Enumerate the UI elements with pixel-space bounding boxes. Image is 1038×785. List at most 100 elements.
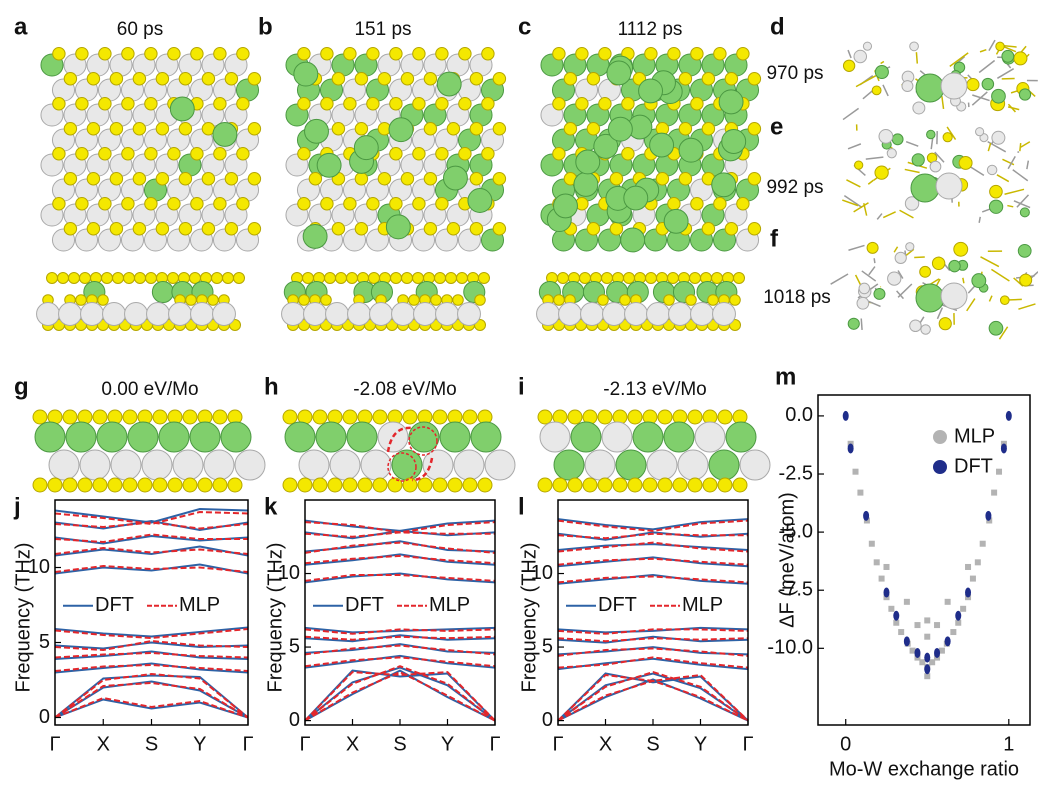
atom bbox=[344, 48, 356, 60]
atom bbox=[386, 215, 410, 239]
atom bbox=[424, 223, 436, 235]
atom bbox=[304, 303, 327, 326]
atom bbox=[943, 133, 952, 142]
atom bbox=[202, 73, 214, 85]
atom bbox=[658, 410, 672, 424]
atom bbox=[110, 173, 122, 185]
atom bbox=[138, 478, 152, 492]
atom bbox=[613, 478, 627, 492]
atom bbox=[848, 318, 859, 329]
atom bbox=[895, 252, 906, 263]
atom bbox=[479, 273, 490, 284]
atom bbox=[183, 410, 197, 424]
atom bbox=[608, 117, 632, 141]
x-tick-label: S bbox=[145, 733, 158, 755]
legend-label: MLP bbox=[429, 594, 470, 616]
atom bbox=[722, 130, 746, 154]
atom bbox=[418, 478, 432, 492]
atom bbox=[859, 283, 870, 294]
atom bbox=[392, 303, 415, 326]
atom bbox=[913, 102, 925, 114]
atom bbox=[624, 186, 648, 210]
atom bbox=[122, 148, 134, 160]
y-tick-label: 0 bbox=[39, 706, 50, 728]
atom bbox=[98, 295, 109, 306]
atom bbox=[111, 450, 141, 480]
atom bbox=[1020, 274, 1032, 286]
atom bbox=[583, 478, 597, 492]
atom bbox=[989, 321, 1003, 335]
atom bbox=[145, 98, 157, 110]
atom bbox=[313, 410, 327, 424]
atom bbox=[191, 48, 203, 60]
y-tick-label: 5 bbox=[289, 635, 300, 657]
atom bbox=[581, 303, 604, 326]
atom bbox=[355, 223, 367, 235]
atom bbox=[370, 303, 393, 326]
panel-caption: -2.08 eV/Mo bbox=[353, 379, 457, 400]
x-axis-label: Mo-W exchange ratio bbox=[829, 758, 1019, 780]
atom bbox=[568, 478, 582, 492]
atom bbox=[168, 198, 180, 210]
atom bbox=[321, 98, 333, 110]
atom bbox=[967, 79, 979, 91]
atom bbox=[718, 410, 732, 424]
atom bbox=[748, 223, 760, 235]
atom bbox=[493, 123, 505, 135]
atom bbox=[453, 295, 464, 306]
atom bbox=[179, 123, 191, 135]
atom bbox=[156, 73, 168, 85]
atom bbox=[598, 478, 612, 492]
atom bbox=[691, 303, 714, 326]
atom bbox=[485, 450, 515, 480]
atom bbox=[647, 303, 670, 326]
atom bbox=[204, 450, 234, 480]
atom bbox=[76, 198, 88, 210]
atom bbox=[214, 148, 226, 160]
atom bbox=[170, 97, 194, 121]
panel-caption: 1018 ps bbox=[763, 287, 831, 308]
atom bbox=[299, 295, 310, 306]
atom bbox=[355, 173, 367, 185]
x-tick-label: 0 bbox=[840, 733, 851, 755]
panel-label: m bbox=[775, 363, 796, 390]
atom bbox=[447, 223, 459, 235]
atom bbox=[389, 118, 413, 142]
atom bbox=[748, 173, 760, 185]
atom bbox=[146, 273, 157, 284]
atom bbox=[122, 98, 134, 110]
panel-label: i bbox=[518, 373, 525, 400]
atom bbox=[954, 242, 968, 256]
atom bbox=[712, 273, 723, 284]
atom bbox=[378, 73, 390, 85]
atom bbox=[403, 410, 417, 424]
legend-swatch bbox=[933, 430, 947, 444]
legend-swatch bbox=[933, 460, 947, 474]
y-tick-label: 5 bbox=[39, 631, 50, 653]
atom bbox=[446, 273, 457, 284]
atom bbox=[647, 450, 677, 480]
atom bbox=[855, 161, 863, 169]
atom bbox=[63, 478, 77, 492]
atom bbox=[936, 173, 962, 199]
atom bbox=[390, 148, 402, 160]
point bbox=[934, 622, 940, 628]
atom bbox=[645, 48, 657, 60]
atom bbox=[702, 73, 714, 85]
atom bbox=[656, 173, 668, 185]
atom bbox=[1018, 244, 1031, 257]
atom bbox=[622, 98, 634, 110]
legend-label: DFT bbox=[598, 594, 637, 616]
atom bbox=[916, 284, 944, 312]
point bbox=[950, 629, 956, 635]
atom bbox=[402, 273, 413, 284]
legend-label: DFT bbox=[345, 594, 384, 616]
point bbox=[945, 636, 951, 646]
atom bbox=[559, 303, 582, 326]
atom bbox=[248, 73, 260, 85]
atom bbox=[53, 198, 65, 210]
atom bbox=[436, 98, 448, 110]
y-axis-label: Frequency (THz) bbox=[12, 542, 34, 692]
atom bbox=[283, 478, 297, 492]
atom bbox=[537, 303, 560, 326]
